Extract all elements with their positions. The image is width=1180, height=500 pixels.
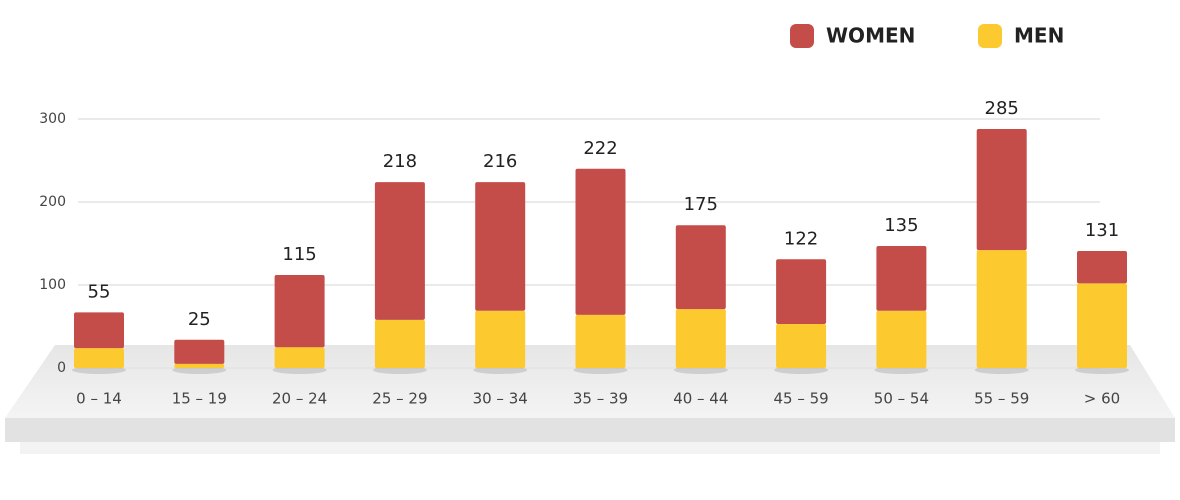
bar-segment [876, 310, 927, 368]
bar-segment [976, 250, 1027, 368]
total-label: 131 [1085, 220, 1119, 241]
bar-segment [374, 182, 425, 320]
total-label: 115 [282, 244, 316, 265]
bar-segment [575, 314, 626, 368]
total-label: 285 [985, 98, 1019, 119]
bar-segment [575, 168, 626, 315]
bar-segment [74, 312, 124, 349]
total-label: 175 [684, 194, 718, 215]
x-tick-label: 0 – 14 [76, 390, 122, 408]
floor-edge [5, 418, 1175, 442]
x-tick-label: 45 – 59 [773, 390, 828, 408]
y-tick-label: 300 [39, 111, 66, 127]
y-tick-label: 200 [39, 194, 66, 210]
total-label: 122 [784, 228, 818, 249]
total-label: 135 [884, 215, 918, 236]
bar-segment [675, 309, 726, 368]
total-label: 218 [383, 151, 417, 172]
x-tick-label: 20 – 24 [272, 390, 327, 408]
bar-segment [776, 259, 827, 325]
bar-segment [274, 275, 325, 348]
x-tick-label: > 60 [1084, 390, 1120, 408]
total-label: 216 [483, 151, 517, 172]
x-tick-label: 25 – 29 [372, 390, 427, 408]
bar-segment [174, 363, 225, 368]
legend-label: MEN [1014, 24, 1064, 48]
bar-segment [976, 128, 1027, 251]
total-label: 55 [88, 281, 111, 302]
x-tick-label: 15 – 19 [172, 390, 227, 408]
total-label: 25 [188, 309, 211, 330]
x-tick-label: 55 – 59 [974, 390, 1029, 408]
bar-segment [675, 225, 726, 310]
bar-segment [776, 324, 827, 368]
y-tick-label: 100 [39, 277, 66, 293]
legend-label: WOMEN [826, 24, 915, 48]
legend-swatch [978, 24, 1002, 48]
bar-segment [876, 245, 927, 311]
x-tick-label: 35 – 39 [573, 390, 628, 408]
x-tick-label: 50 – 54 [874, 390, 929, 408]
x-tick-label: 30 – 34 [473, 390, 528, 408]
bar-segment [374, 319, 425, 368]
bar-segment [1077, 283, 1127, 368]
bar-segment [475, 310, 526, 368]
y-tick-label: 0 [57, 360, 66, 376]
bar-segment [174, 339, 225, 364]
legend-swatch [790, 24, 814, 48]
bar-segment [1077, 250, 1127, 284]
bar-segment [475, 182, 526, 311]
bar-segment [274, 347, 325, 368]
bar-segment [74, 348, 124, 368]
total-label: 222 [583, 138, 617, 159]
floor-shadow [20, 442, 1160, 454]
x-tick-label: 40 – 44 [673, 390, 728, 408]
